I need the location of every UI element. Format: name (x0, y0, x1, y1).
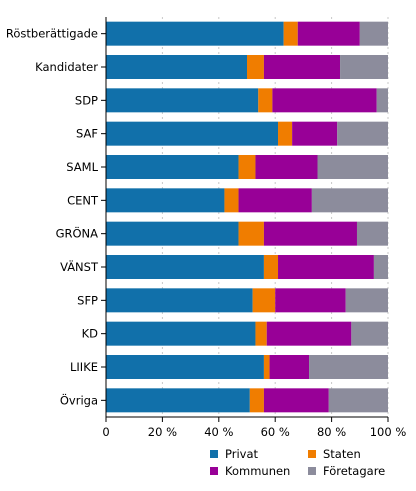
bar-kommunen-4 (255, 155, 318, 179)
bar-privat-0 (106, 21, 284, 46)
bar-företagare-9 (351, 321, 388, 346)
x-tick-label: 0 (102, 425, 109, 439)
bar-staten-7 (263, 255, 279, 279)
category-label: SAF (76, 127, 98, 141)
bar-kommunen-8 (275, 288, 346, 313)
bar-privat-8 (106, 288, 253, 313)
legend-label-staten: Staten (323, 447, 361, 461)
bar-privat-6 (106, 221, 239, 246)
legend-label-företagare: Företagare (323, 464, 385, 478)
legend-swatch-privat (210, 450, 218, 458)
x-tick-label: 20 % (148, 425, 177, 439)
bar-staten-0 (283, 21, 298, 46)
legend-swatch-kommunen (210, 467, 218, 475)
legend-swatch-staten (308, 450, 316, 458)
x-tick-label: 100 % (370, 425, 407, 439)
category-label: Röstberättigade (6, 27, 98, 41)
bar-kommunen-2 (272, 88, 377, 113)
bar-företagare-0 (359, 21, 388, 46)
bar-företagare-10 (309, 355, 388, 379)
category-label: CENT (67, 193, 99, 207)
category-label: SFP (77, 293, 98, 307)
bar-företagare-2 (376, 88, 388, 113)
bar-staten-8 (252, 288, 276, 313)
bars (106, 21, 388, 413)
bar-kommunen-9 (266, 321, 352, 346)
x-axis: 0 20 % 40 % 60 % 80 % 100 % (101, 17, 406, 439)
bar-privat-11 (106, 388, 250, 413)
category-label: LIIKE (70, 360, 98, 374)
bar-företagare-6 (356, 221, 388, 246)
legend-label-kommunen: Kommunen (225, 464, 290, 478)
bar-staten-4 (238, 155, 256, 179)
bar-företagare-8 (345, 288, 388, 313)
bar-kommunen-6 (263, 221, 357, 246)
category-labels: Röstberättigade Kandidater SDP SAF SAML CENT G… (6, 27, 99, 408)
x-tick-label: 60 % (261, 425, 290, 439)
bar-privat-5 (106, 188, 225, 213)
legend-label-privat: Privat (225, 447, 259, 461)
category-label: SAML (66, 160, 98, 174)
category-label: VÄNST (60, 259, 99, 274)
bar-staten-6 (238, 221, 264, 246)
legend: Privat Staten Kommunen Företagare (210, 447, 385, 478)
bar-kommunen-0 (297, 21, 360, 46)
bar-kommunen-1 (263, 55, 341, 79)
bar-privat-2 (106, 88, 259, 113)
bar-staten-1 (247, 55, 264, 79)
category-label: Kandidater (35, 60, 98, 74)
bar-företagare-3 (337, 121, 388, 146)
grid-lines (161, 17, 389, 417)
bar-staten-5 (224, 188, 239, 213)
bar-privat-7 (106, 255, 264, 279)
x-tick-label: 80 % (317, 425, 346, 439)
bar-kommunen-7 (278, 255, 374, 279)
bar-privat-9 (106, 321, 256, 346)
bar-staten-10 (263, 355, 270, 379)
bar-företagare-5 (311, 188, 388, 213)
category-label: GRÖNA (56, 225, 99, 241)
bar-privat-4 (106, 155, 239, 179)
x-tick-label: 40 % (204, 425, 233, 439)
bar-kommunen-11 (263, 388, 329, 413)
bar-kommunen-5 (238, 188, 312, 213)
bar-staten-2 (258, 88, 273, 113)
category-label: SDP (75, 93, 98, 107)
bar-företagare-11 (328, 388, 388, 413)
bar-kommunen-3 (292, 121, 338, 146)
bar-staten-11 (249, 388, 264, 413)
legend-swatch-företagare (308, 467, 316, 475)
bar-privat-3 (106, 121, 279, 146)
bar-kommunen-10 (269, 355, 310, 379)
bar-företagare-7 (373, 255, 388, 279)
category-label: Övriga (60, 391, 98, 407)
bar-staten-9 (255, 321, 267, 346)
bar-privat-1 (106, 55, 247, 79)
bar-staten-3 (278, 121, 293, 146)
category-label: KD (82, 327, 99, 341)
bar-företagare-4 (317, 155, 388, 179)
bar-privat-10 (106, 355, 264, 379)
bar-företagare-1 (340, 55, 388, 79)
